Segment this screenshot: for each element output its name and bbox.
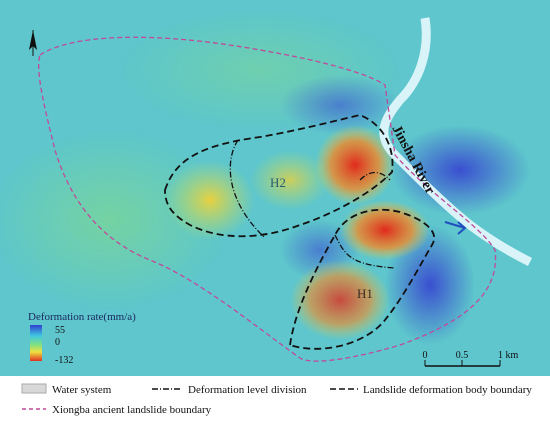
colorbar-tick: -132 [55,355,73,366]
h1-boundary [289,208,435,350]
flow-arrow [444,221,467,235]
legend-item: Deformation level division [188,384,307,396]
h2-label: H2 [270,175,286,190]
scale-label: 1 km [498,350,519,361]
map-area: Jinsha River H2 H1 Deformation rate(mm/a… [0,0,550,376]
legend-item: Landslide deformation body boundary [363,384,532,396]
scale-bar [424,360,501,367]
legend: Water system Deformation level division … [21,383,532,416]
ancient-landslide-boundary [38,36,497,362]
scale-label: 0.5 [456,350,469,361]
legend-item: Water system [52,384,112,396]
north-arrow [29,30,37,56]
h1-label: H1 [357,286,373,301]
colorbar-tick: 55 [55,325,65,336]
h2-boundary [164,114,394,238]
deformation-level-division [229,139,396,269]
colorbar [30,325,42,361]
colorbar-title: Deformation rate(mm/a) [28,311,136,323]
scale-label: 0 [423,350,428,361]
legend-item: Xiongba ancient landslide boundary [52,404,212,416]
colorbar-tick: 0 [55,337,60,348]
